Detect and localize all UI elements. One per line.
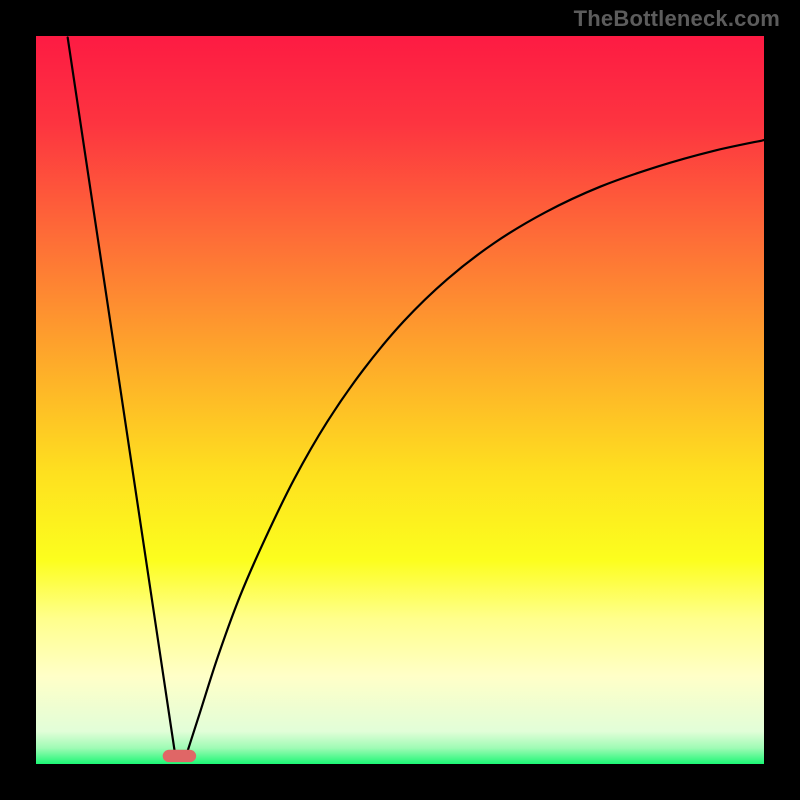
optimal-point-marker: [163, 750, 196, 762]
plot-background: [36, 36, 764, 764]
attribution-text: TheBottleneck.com: [574, 6, 780, 32]
bottleneck-chart: [0, 0, 800, 800]
chart-frame: TheBottleneck.com: [0, 0, 800, 800]
